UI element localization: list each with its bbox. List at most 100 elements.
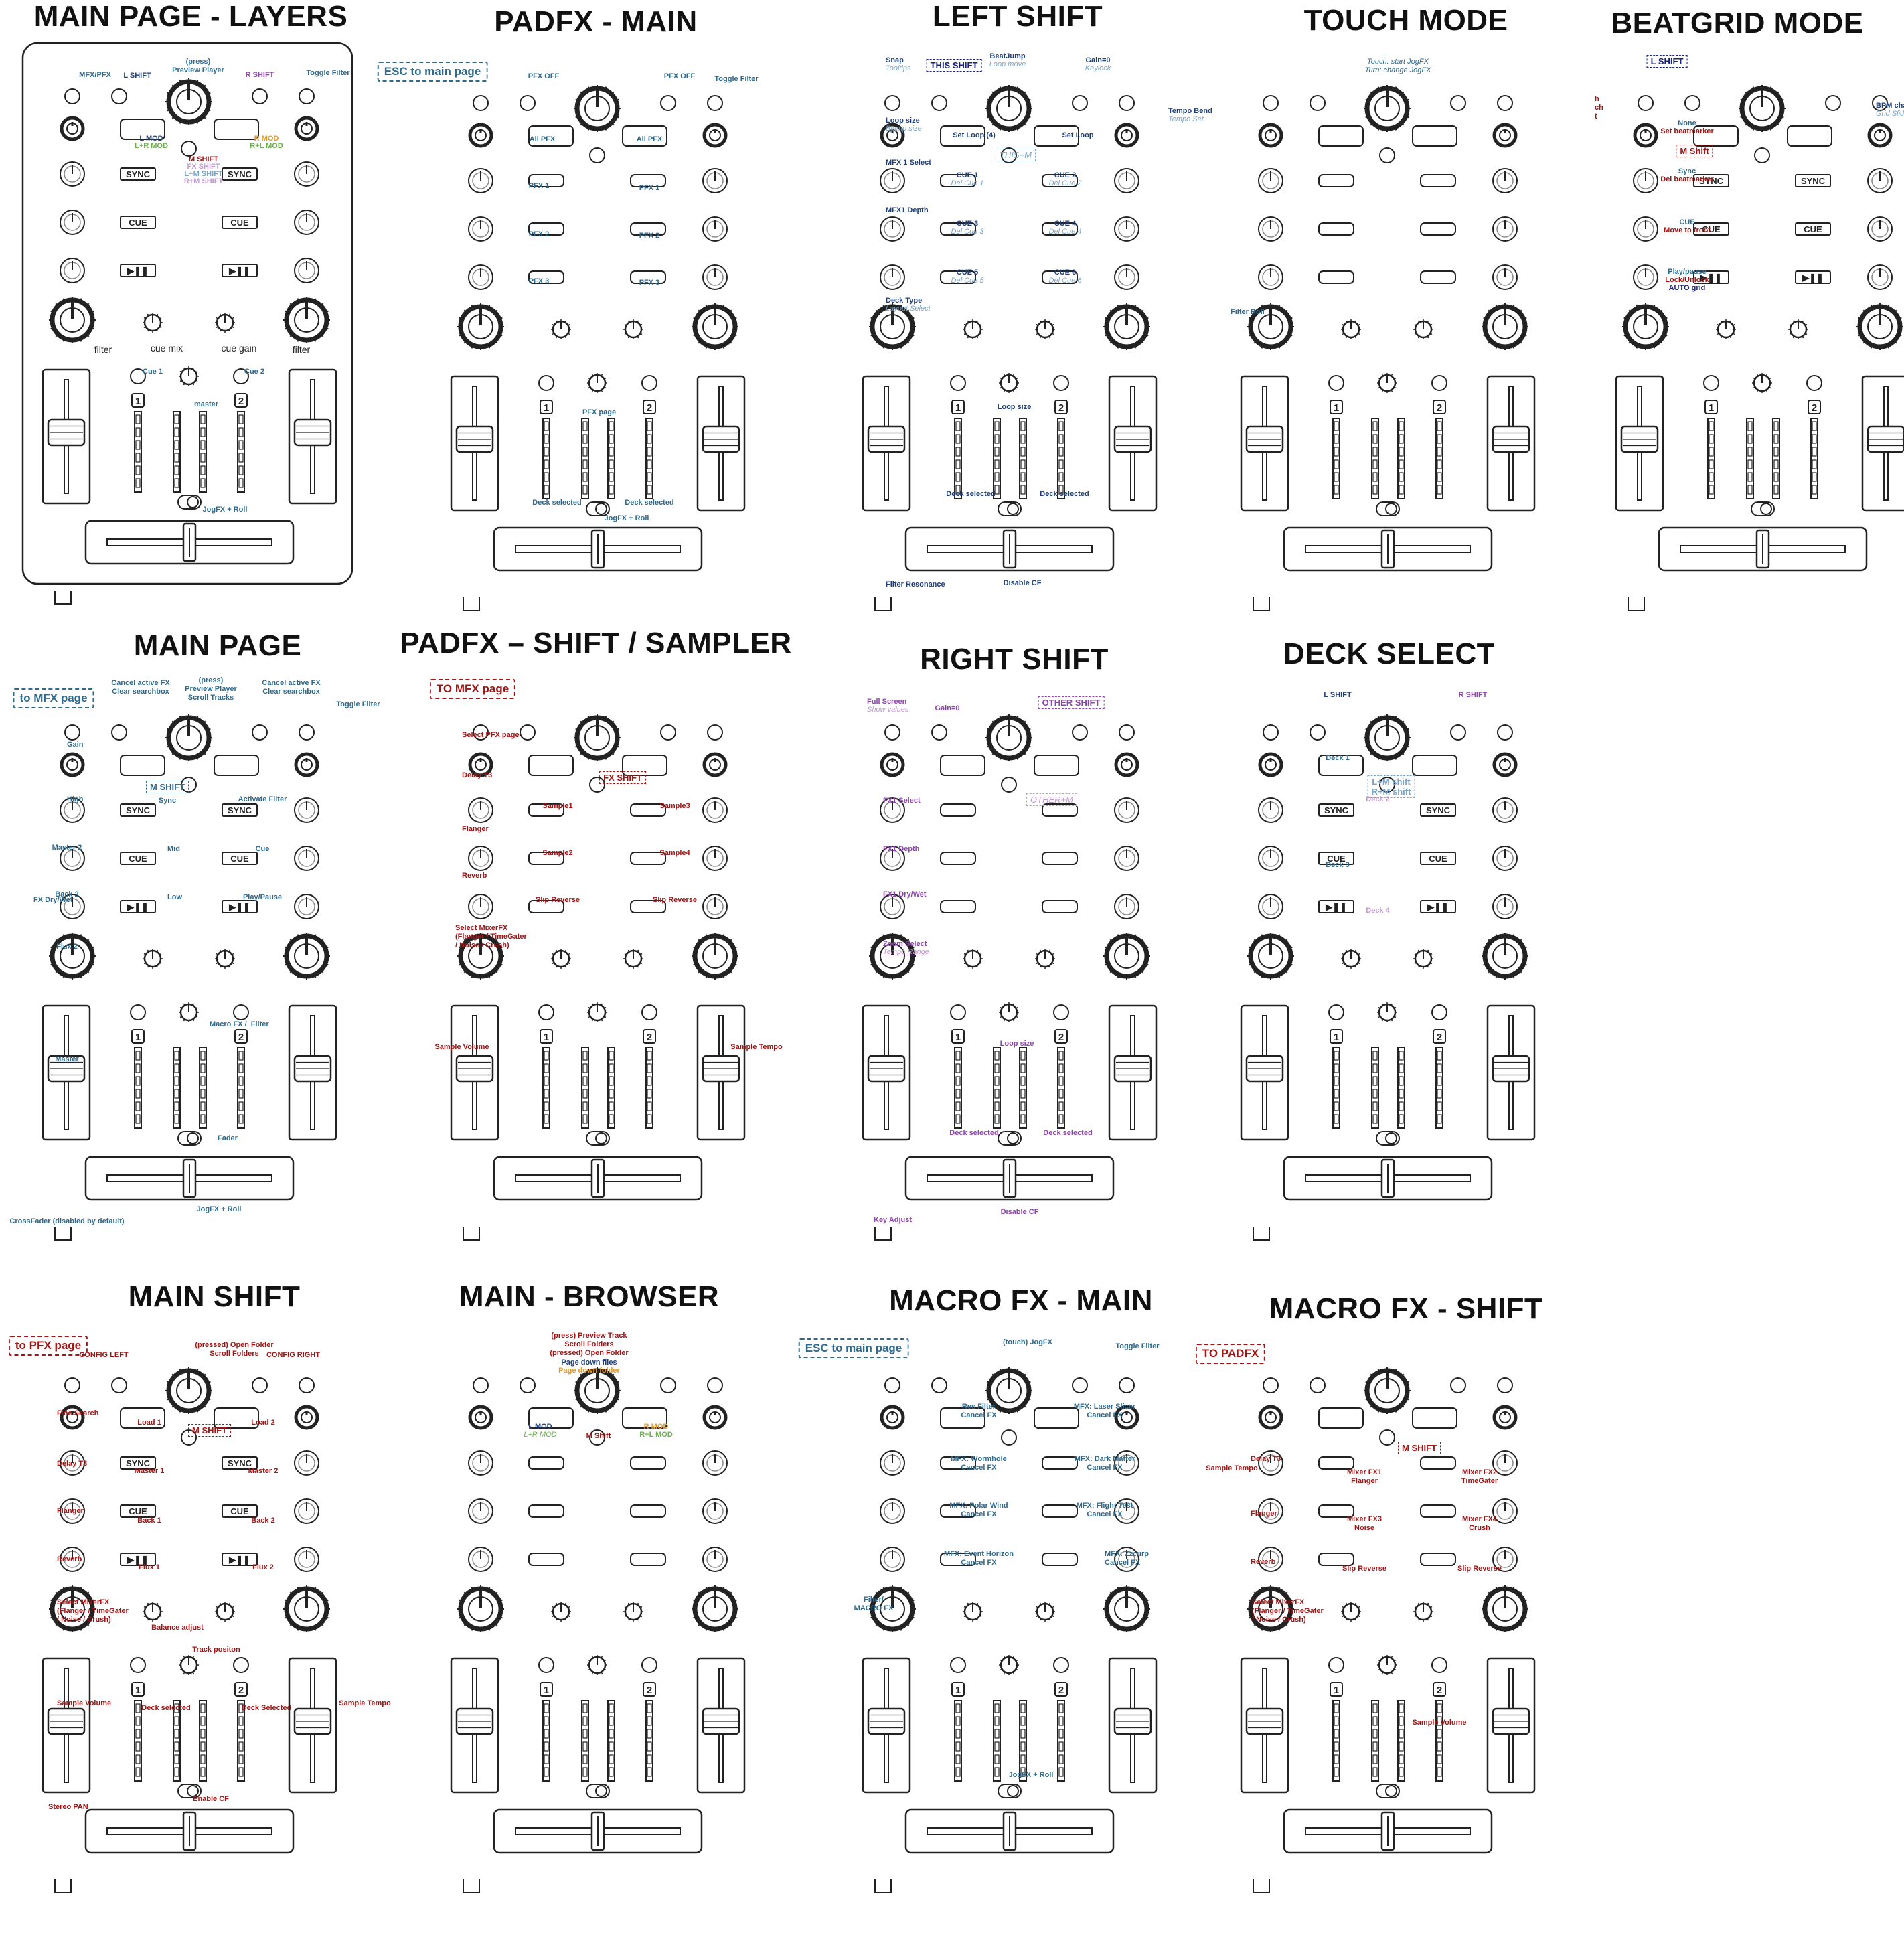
pad-left-2[interactable]: ▶❚❚: [120, 900, 156, 913]
channel-fader-right[interactable]: [288, 1004, 337, 1141]
pad-left-1[interactable]: [528, 1504, 564, 1518]
gain-knob-right[interactable]: [294, 752, 319, 777]
eq-knob-left-1[interactable]: [880, 1498, 905, 1524]
cue-gain-knob[interactable]: [1413, 319, 1433, 339]
channel-fader-left[interactable]: [42, 1004, 91, 1141]
eq-knob-right-1[interactable]: [294, 210, 319, 235]
filter-knob-left[interactable]: [1247, 933, 1294, 980]
browse-encoder[interactable]: [985, 85, 1032, 132]
gain-knob-left[interactable]: [880, 123, 905, 148]
eq-knob-left-0[interactable]: [1258, 168, 1283, 193]
cue-button-left[interactable]: [950, 1004, 966, 1020]
eq-knob-left-0[interactable]: [880, 1450, 905, 1476]
filter-knob-right[interactable]: [1482, 933, 1528, 980]
gain-knob-left[interactable]: [468, 1405, 493, 1430]
channel-fader-left[interactable]: [42, 1657, 91, 1794]
cue-button-right[interactable]: [1431, 375, 1447, 391]
eq-knob-left-1[interactable]: [468, 216, 493, 242]
pad-left-2[interactable]: ▶❚❚: [120, 1553, 156, 1566]
pad-left-2[interactable]: ▶❚❚: [1318, 900, 1354, 913]
load-button-right[interactable]: [622, 1407, 667, 1429]
top-button-1[interactable]: [111, 88, 127, 104]
jogfx-toggle[interactable]: [177, 1131, 202, 1146]
cue-button-left[interactable]: [538, 1657, 554, 1673]
top-button-1[interactable]: [111, 724, 127, 741]
top-button-2[interactable]: [252, 1377, 268, 1393]
top-button-1[interactable]: [1310, 724, 1326, 741]
eq-knob-left-1[interactable]: [468, 1498, 493, 1524]
pad-right-0[interactable]: [1042, 1456, 1078, 1470]
channel-fader-left[interactable]: [1240, 1657, 1289, 1794]
eq-knob-right-1[interactable]: [1114, 1498, 1139, 1524]
gain-knob-left[interactable]: [1633, 123, 1658, 148]
cue-button-right[interactable]: [1806, 375, 1822, 391]
browse-encoder[interactable]: [1364, 85, 1411, 132]
eq-knob-left-0[interactable]: [880, 168, 905, 193]
load-button-left[interactable]: [940, 755, 985, 776]
gain-knob-right[interactable]: [1114, 1405, 1139, 1430]
master-knob[interactable]: [179, 1655, 199, 1675]
top-button-0[interactable]: [473, 1377, 489, 1393]
pad-right-1[interactable]: [630, 222, 666, 236]
browse-encoder[interactable]: [1739, 85, 1786, 132]
eq-knob-right-0[interactable]: [294, 1450, 319, 1476]
eq-knob-right-0[interactable]: [1114, 1450, 1139, 1476]
cue-button-left[interactable]: [130, 1657, 146, 1673]
pad-left-1[interactable]: [1318, 1504, 1354, 1518]
cue-gain-knob[interactable]: [215, 1602, 235, 1622]
load-button-right[interactable]: [1412, 755, 1457, 776]
channel-fader-left[interactable]: [1615, 375, 1664, 512]
gain-knob-right[interactable]: [1492, 752, 1518, 777]
eq-knob-right-1[interactable]: [1114, 846, 1139, 871]
pad-right-1[interactable]: CUE: [1795, 222, 1831, 236]
top-button-0[interactable]: [1263, 1377, 1279, 1393]
top-button-3[interactable]: [1119, 724, 1135, 741]
eq-knob-left-0[interactable]: [1258, 797, 1283, 823]
eq-knob-left-1[interactable]: [1633, 216, 1658, 242]
load-button-right[interactable]: [1412, 1407, 1457, 1429]
channel-fader-right[interactable]: [1861, 375, 1904, 512]
eq-knob-right-1[interactable]: [1114, 216, 1139, 242]
browse-encoder[interactable]: [985, 714, 1032, 761]
pad-right-2[interactable]: ▶❚❚: [222, 900, 258, 913]
cue-gain-knob[interactable]: [623, 949, 643, 969]
filter-knob-left[interactable]: [869, 1585, 916, 1632]
eq-knob-left-0[interactable]: [468, 1450, 493, 1476]
m-shift-button[interactable]: [589, 1429, 605, 1446]
filter-knob-left[interactable]: [49, 1585, 96, 1632]
pad-right-2[interactable]: ▶❚❚: [1420, 900, 1456, 913]
cue-button-left[interactable]: [1703, 375, 1719, 391]
eq-knob-left-2[interactable]: [60, 258, 85, 283]
eq-knob-right-2[interactable]: [1492, 264, 1518, 290]
top-button-3[interactable]: [1119, 1377, 1135, 1393]
pad-left-1[interactable]: [528, 222, 564, 236]
eq-knob-left-0[interactable]: [60, 1450, 85, 1476]
top-button-2[interactable]: [1072, 95, 1088, 111]
filter-knob-right[interactable]: [1103, 303, 1150, 350]
pad-right-0[interactable]: SYNC: [222, 803, 258, 817]
eq-knob-left-2[interactable]: [1258, 1547, 1283, 1572]
jogfx-toggle[interactable]: [998, 1131, 1022, 1146]
pad-left-1[interactable]: CUE: [120, 852, 156, 865]
cue-mix-knob[interactable]: [143, 1602, 163, 1622]
cue-button-right[interactable]: [1431, 1004, 1447, 1020]
channel-fader-right[interactable]: [1108, 1657, 1158, 1794]
pad-right-1[interactable]: CUE: [222, 216, 258, 229]
channel-fader-left[interactable]: [1240, 1004, 1289, 1141]
channel-fader-right[interactable]: [1108, 1004, 1158, 1141]
jogfx-toggle[interactable]: [586, 1784, 610, 1798]
pad-left-2[interactable]: [528, 270, 564, 284]
filter-knob-left[interactable]: [457, 303, 504, 350]
eq-knob-left-2[interactable]: [60, 894, 85, 919]
filter-knob-right[interactable]: [283, 933, 330, 980]
top-button-3[interactable]: [299, 724, 315, 741]
filter-knob-left[interactable]: [49, 297, 96, 343]
eq-knob-right-0[interactable]: [1492, 168, 1518, 193]
eq-knob-left-1[interactable]: [60, 846, 85, 871]
pad-right-0[interactable]: [630, 1456, 666, 1470]
pad-right-0[interactable]: SYNC: [1420, 803, 1456, 817]
browse-encoder[interactable]: [574, 1367, 621, 1414]
top-button-1[interactable]: [520, 95, 536, 111]
pad-right-1[interactable]: CUE: [222, 852, 258, 865]
jogfx-toggle[interactable]: [1376, 501, 1400, 516]
